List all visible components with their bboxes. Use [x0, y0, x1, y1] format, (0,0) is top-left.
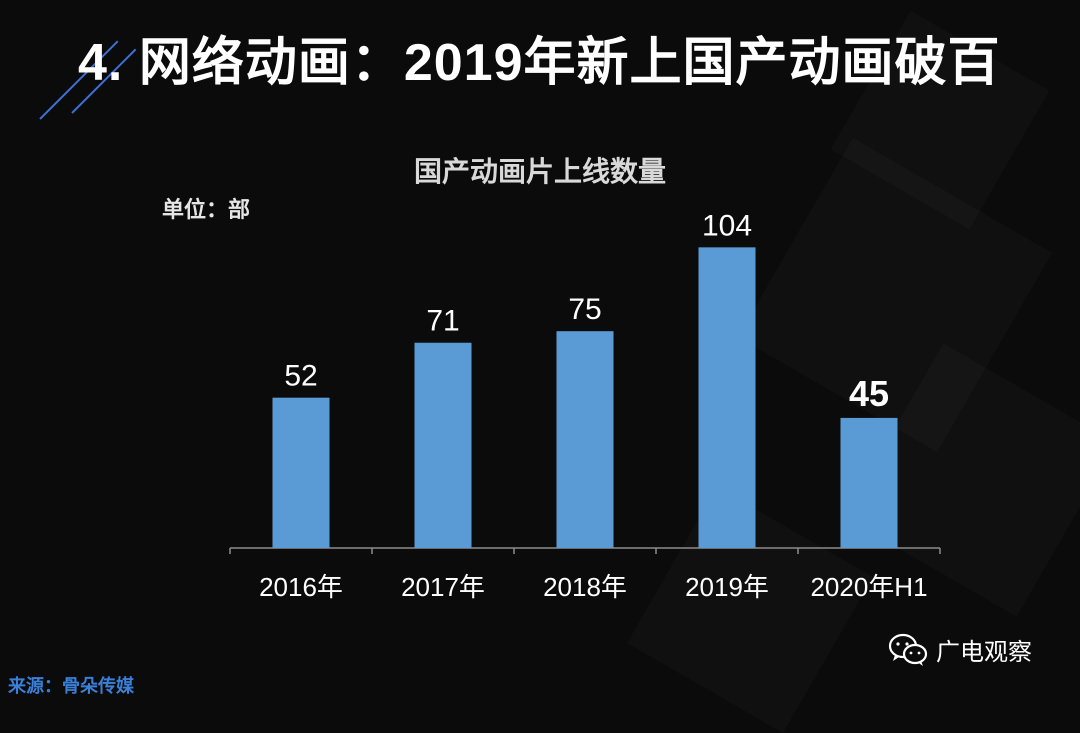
data-label: 75 [568, 293, 601, 326]
data-label: 52 [284, 360, 317, 393]
x-tick-label: 2016年 [259, 572, 343, 602]
watermark-text: 广电观察 [936, 639, 1032, 666]
bar [556, 331, 614, 548]
x-tick-label: 2019年 [685, 572, 769, 602]
data-label: 45 [849, 373, 889, 414]
data-label: 71 [426, 305, 459, 338]
x-tick-label: 2017年 [401, 572, 485, 602]
wechat-watermark: 广电观察 [888, 632, 1032, 667]
bar [272, 397, 330, 548]
bar [840, 417, 898, 548]
x-tick-label: 2020年H1 [810, 572, 927, 602]
source-credit: 来源：骨朵传媒 [8, 676, 134, 696]
page-title: 4. 网络动画：2019年新上国产动画破百 [78, 34, 1001, 92]
bar-chart: 52 2016年 71 2017年 75 2018年 104 2019年 45 2020年H1 [229, 209, 941, 602]
unit-label: 单位：部 [162, 197, 251, 222]
wechat-icon [888, 633, 928, 666]
data-label: 104 [702, 209, 752, 242]
x-tick-label: 2018年 [543, 572, 627, 602]
bar [698, 247, 756, 548]
chart-title: 国产动画片上线数量 [413, 156, 666, 187]
bar [414, 342, 472, 548]
